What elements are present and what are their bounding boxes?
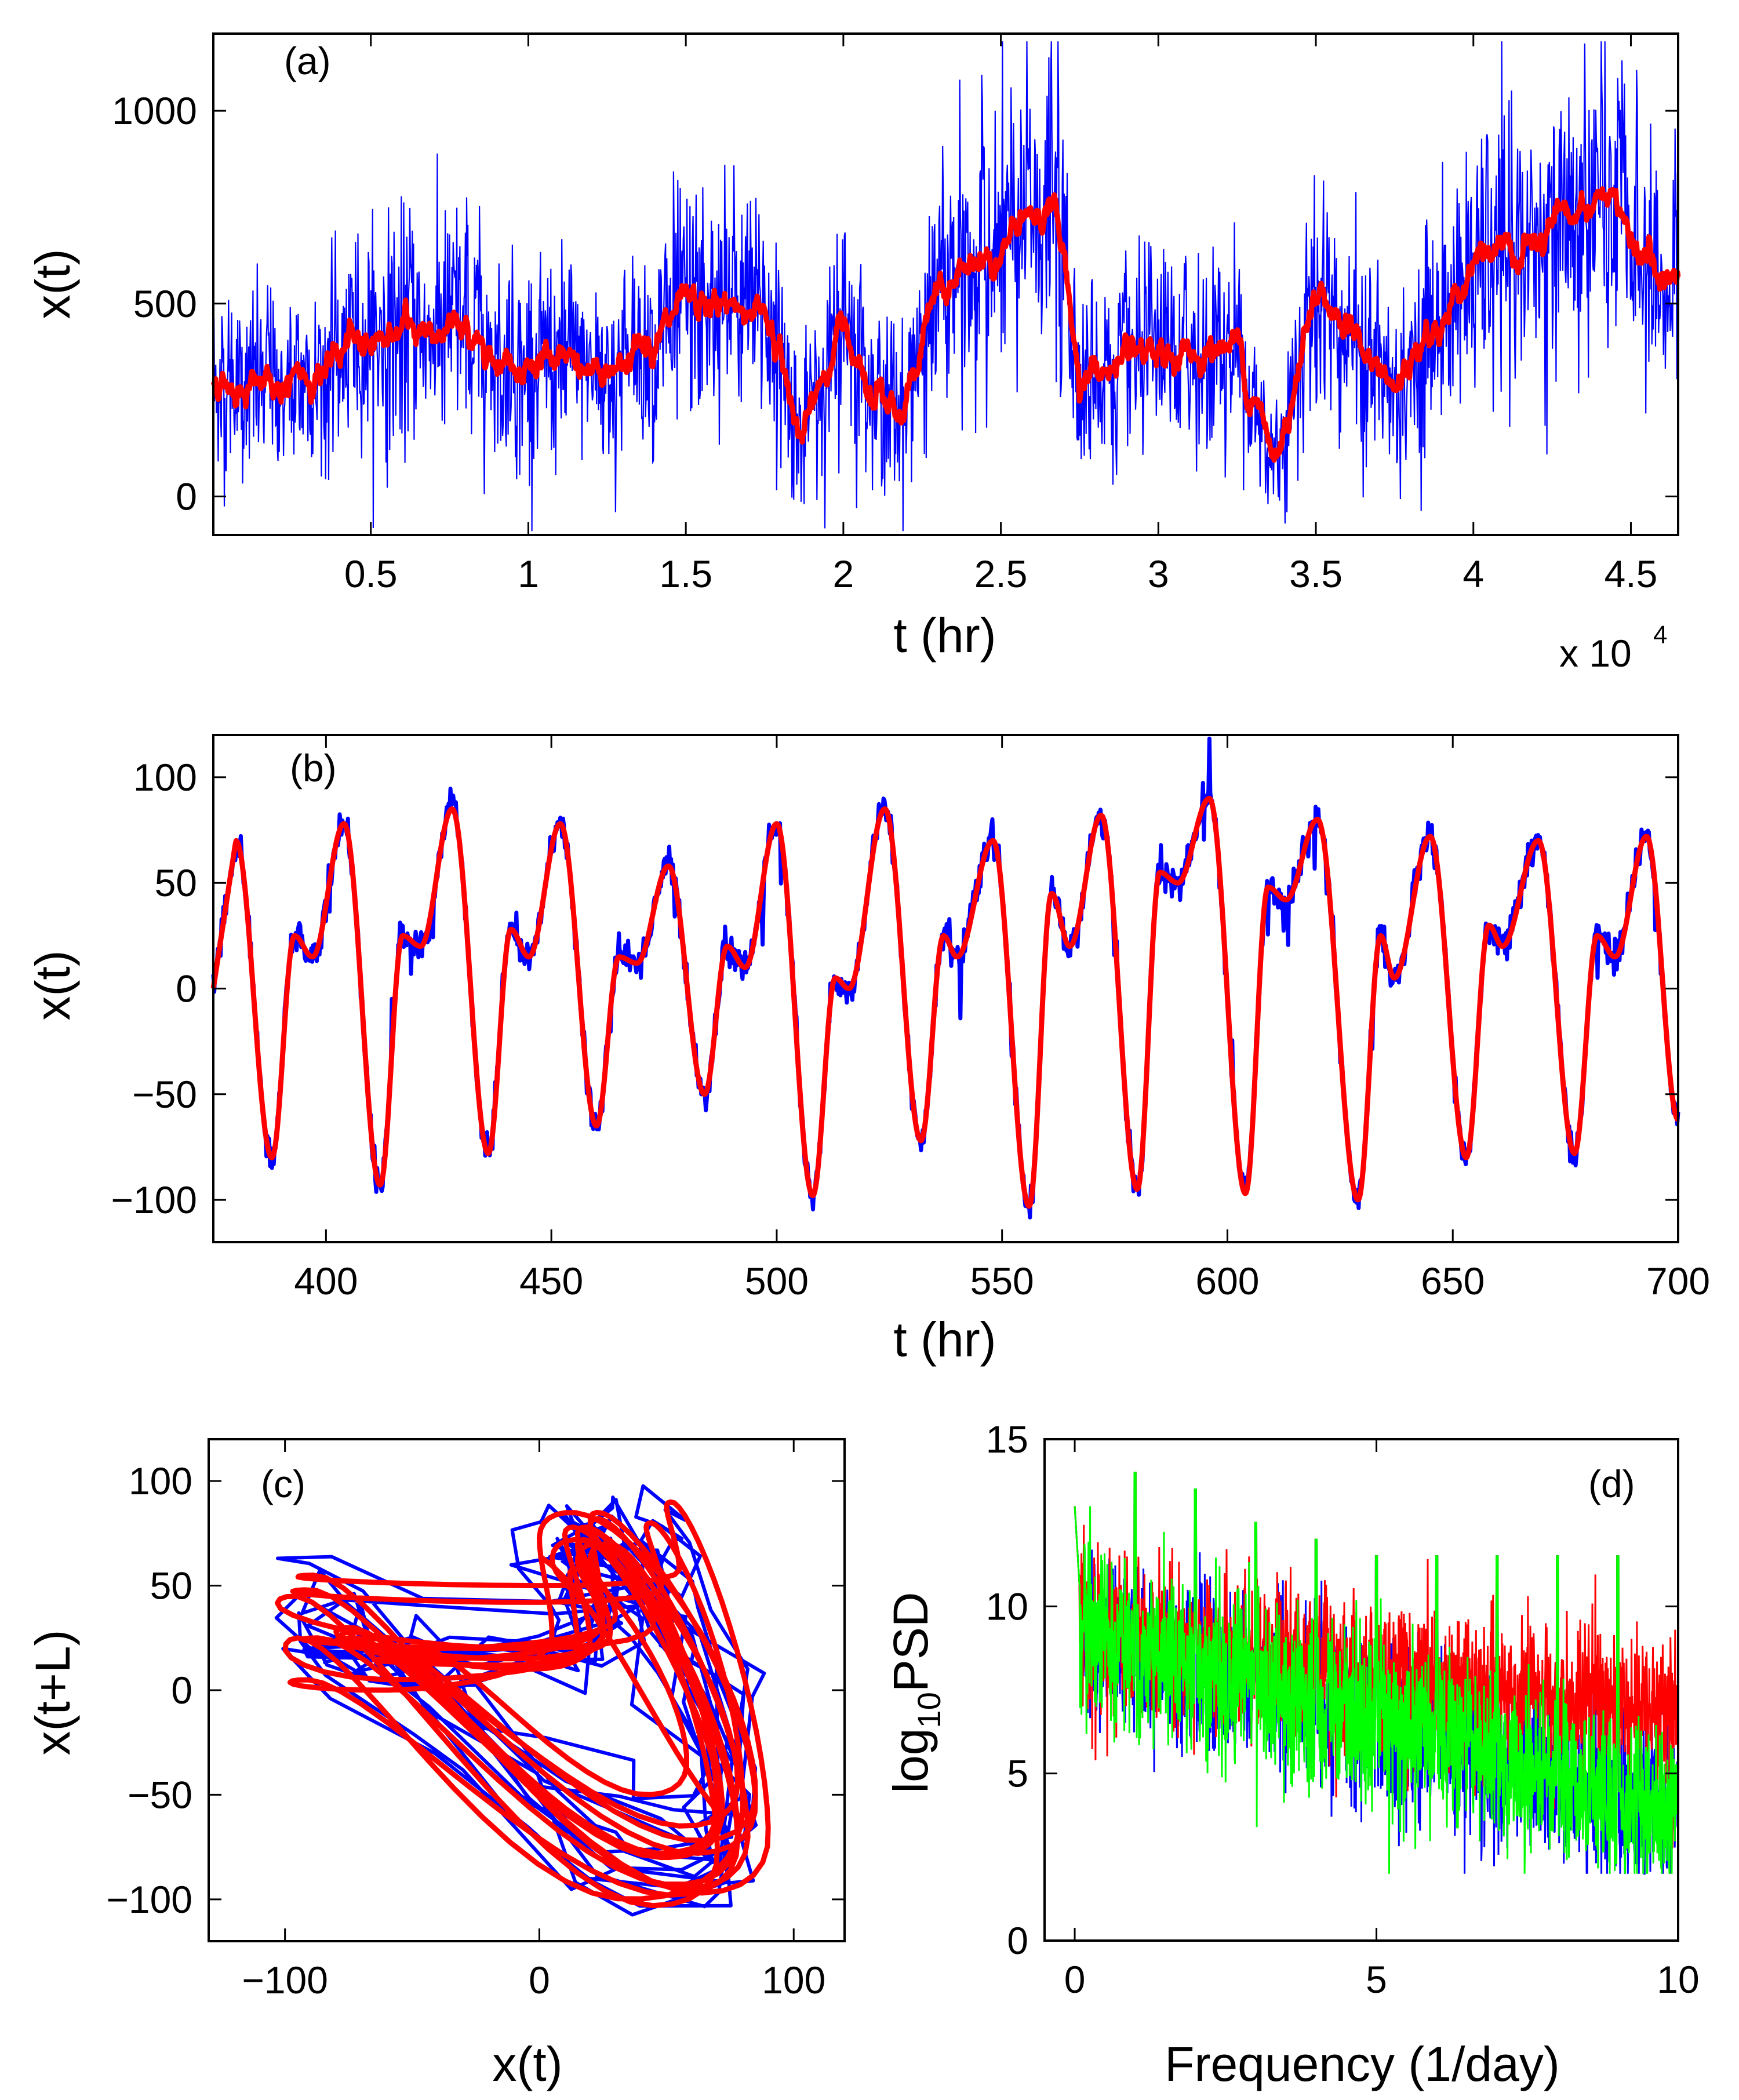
panel-a-x-multiplier: x 10 (1559, 632, 1632, 675)
panel-a-label: (a) (284, 39, 331, 82)
x-tick-label: 4.5 (1605, 552, 1658, 595)
panel-d-label: (d) (1588, 1462, 1635, 1505)
panel-c-label: (c) (261, 1462, 305, 1505)
panel-a: 0.5 1 1.5 2 2.5 3 3.5 4 4.5 0 500 1000 (a) t (hr) x… (26, 32, 1681, 675)
panel-b-label: (b) (290, 747, 337, 789)
y-tick-label: 0 (171, 1669, 192, 1712)
x-tick-label: 450 (519, 1260, 583, 1302)
y-tick-label: −100 (111, 1178, 197, 1221)
panel-d-axes: 0 5 10 0 5 10 15 (986, 1418, 1700, 2001)
panel-b-smoothed-series (210, 795, 1680, 1209)
y-tick-label: 0 (176, 475, 197, 518)
panel-d-xlabel: Frequency (1/day) (1165, 2037, 1560, 2091)
panel-d-ylabel-prefix: log (883, 1728, 938, 1793)
panel-d-ylabel-suffix: PSD (883, 1592, 938, 1692)
panel-d-ylabel-subscript: 10 (911, 1692, 947, 1728)
panel-b-axes: 400 450 500 550 600 650 700 −100 −50 0 50 100 (111, 735, 1710, 1302)
panel-c: −100 0 100 −100 −50 0 50 100 (c) x(t) x(t+L) (26, 1438, 846, 2091)
panel-d-green-spectrum (1074, 1472, 1679, 1874)
x-tick-label: 100 (762, 1959, 825, 2001)
x-tick-label: 600 (1195, 1260, 1259, 1302)
panel-a-x-multiplier-exponent: 4 (1653, 621, 1667, 649)
x-tick-label: 650 (1421, 1260, 1485, 1302)
y-tick-label: 1000 (112, 89, 197, 132)
x-tick-label: 1 (518, 552, 539, 595)
panel-b-series (210, 736, 1680, 1220)
y-tick-label: 15 (986, 1418, 1028, 1461)
x-tick-label: 2.5 (974, 552, 1028, 595)
panel-b-ylabel: x(t) (26, 950, 80, 1020)
panel-d-ylabel: log10PSD (883, 1592, 947, 1793)
x-tick-label: −100 (242, 1959, 328, 2001)
x-tick-label: 550 (970, 1260, 1034, 1302)
x-tick-label: 700 (1646, 1260, 1710, 1302)
x-tick-label: 2 (833, 552, 854, 595)
x-tick-label: 3.5 (1289, 552, 1343, 595)
x-tick-label: 400 (294, 1260, 358, 1302)
panel-d-frame (1043, 1438, 1679, 1942)
panel-c-smoothed-attractor (275, 1499, 771, 1909)
panel-b-xlabel: t (hr) (893, 1312, 996, 1367)
panel-a-ylabel: x(t) (26, 249, 80, 319)
y-tick-label: 0 (176, 967, 197, 1010)
x-tick-label: 1.5 (659, 552, 712, 595)
panel-a-axes: 0.5 1 1.5 2 2.5 3 3.5 4 4.5 0 500 1000 (112, 34, 1678, 595)
y-tick-label: 50 (150, 1564, 192, 1607)
y-tick-label: −100 (106, 1878, 192, 1921)
x-tick-label: 5 (1366, 1958, 1387, 2001)
y-tick-label: 5 (1007, 1752, 1028, 1795)
y-tick-label: −50 (128, 1773, 192, 1816)
x-tick-label: 4 (1462, 552, 1484, 595)
panel-b: 400 450 500 550 600 650 700 −100 −50 0 50 100 (b) t… (26, 734, 1710, 1367)
panel-c-series (274, 1484, 771, 1917)
x-tick-label: 500 (745, 1260, 809, 1302)
y-tick-label: 500 (133, 282, 197, 325)
panel-a-xlabel: t (hr) (893, 608, 996, 663)
y-tick-label: 0 (1007, 1919, 1028, 1962)
x-tick-label: 0 (529, 1959, 550, 2001)
panel-d-series (1074, 1472, 1679, 1875)
panel-a-smoothed-series (210, 186, 1681, 463)
x-tick-label: 0.5 (344, 552, 398, 595)
y-tick-label: 10 (986, 1585, 1028, 1628)
panel-c-ylabel: x(t+L) (26, 1629, 80, 1755)
x-tick-label: 10 (1657, 1958, 1699, 2001)
panel-c-axes: −100 0 100 −100 −50 0 50 100 (106, 1439, 845, 2001)
y-tick-label: 100 (133, 756, 197, 799)
y-tick-label: 50 (155, 861, 197, 904)
y-tick-label: 100 (129, 1460, 192, 1502)
panel-a-frame (212, 32, 1679, 536)
panel-a-series (210, 41, 1681, 532)
x-tick-label: 3 (1148, 552, 1169, 595)
y-tick-label: −50 (132, 1073, 197, 1116)
x-tick-label: 0 (1064, 1958, 1086, 2001)
panel-c-xlabel: x(t) (492, 2037, 562, 2091)
